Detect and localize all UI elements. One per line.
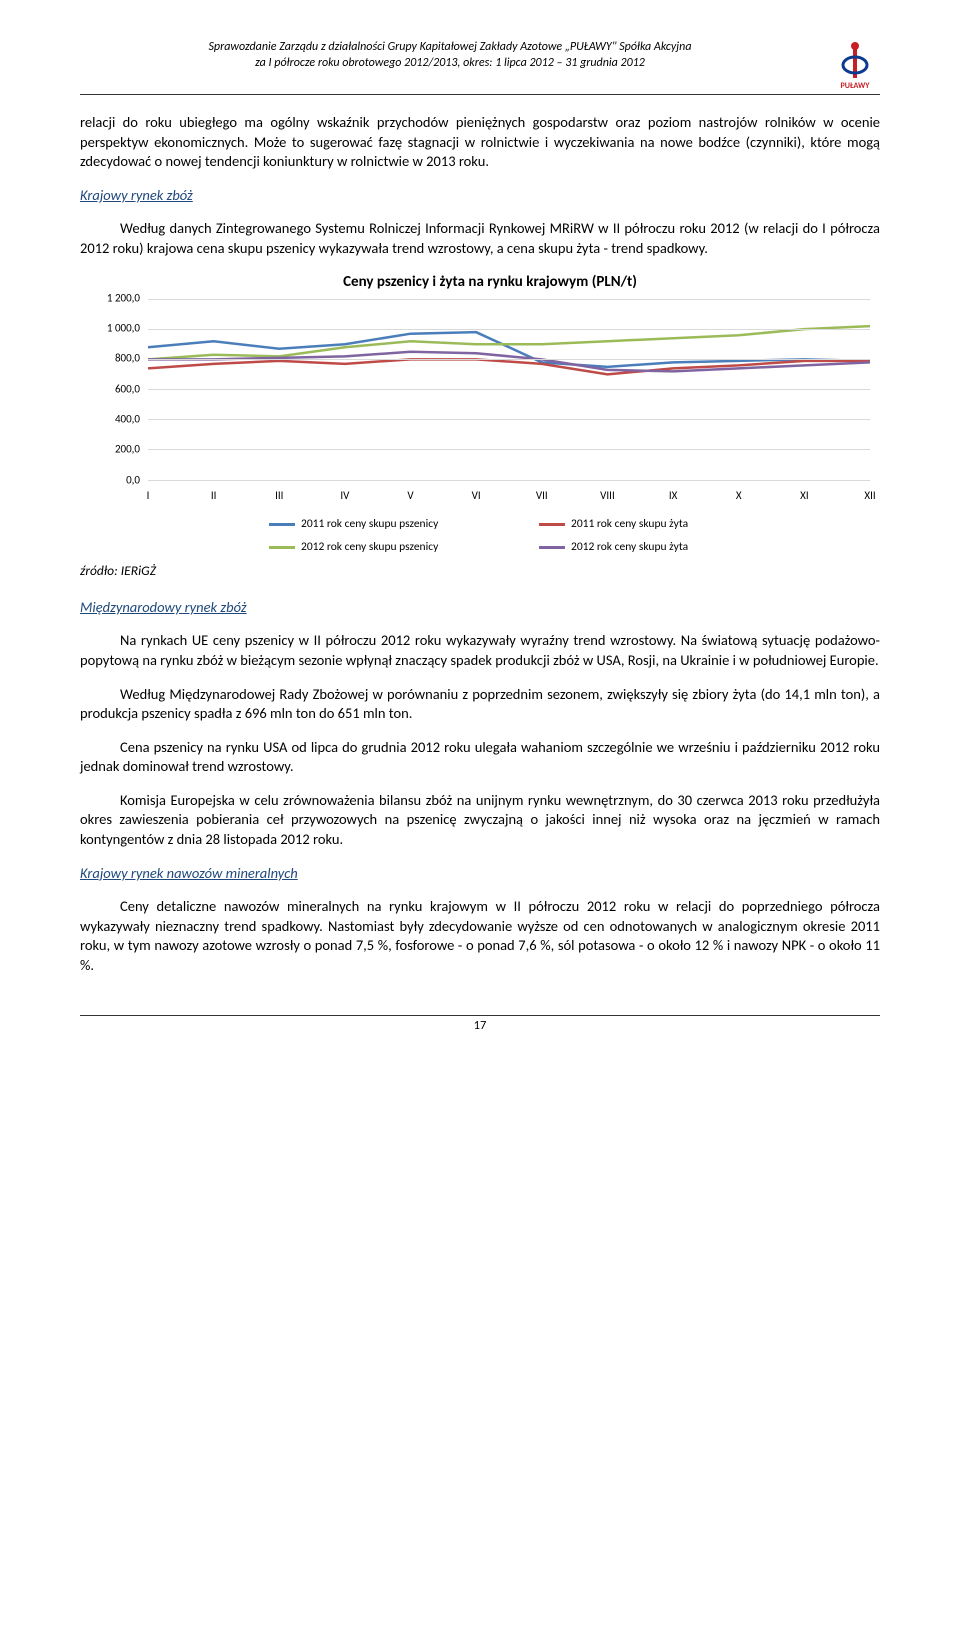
paragraph-6: Komisja Europejska w celu zrównoważenia … xyxy=(80,791,880,850)
y-tick-label: 1 200,0 xyxy=(107,291,140,306)
chart-series-line xyxy=(148,326,870,359)
paragraph-3: Na rynkach UE ceny pszenicy w II półrocz… xyxy=(80,631,880,670)
x-tick-label: XI xyxy=(800,489,808,504)
section-title-nawozy: Krajowy rynek nawozów mineralnych xyxy=(80,864,880,884)
y-tick-label: 400,0 xyxy=(115,413,140,428)
x-tick-label: IX xyxy=(669,489,677,504)
gridline xyxy=(148,389,870,390)
paragraph-1: relacji do roku ubiegłego ma ogólny wska… xyxy=(80,113,880,172)
legend-label: 2011 rok ceny skupu pszenicy xyxy=(301,517,438,533)
x-axis-labels: IIIIIIIVVVIVIIVIIIIXXXIXII xyxy=(148,485,870,509)
logo-text: PUŁAWY xyxy=(841,81,871,90)
y-axis-labels: 0,0200,0400,0600,0800,01 000,01 200,0 xyxy=(100,299,144,481)
header-line-1: Sprawozdanie Zarządu z działalności Grup… xyxy=(80,40,820,56)
legend-item: 2011 rok ceny skupu żyta xyxy=(539,517,759,533)
chart-legend: 2011 rok ceny skupu pszenicy 2011 rok cen… xyxy=(148,517,880,556)
section-title-krajowy-zboz: Krajowy rynek zbóż xyxy=(80,186,880,206)
legend-item: 2011 rok ceny skupu pszenicy xyxy=(269,517,489,533)
document-header: Sprawozdanie Zarządu z działalności Grup… xyxy=(80,40,880,95)
y-tick-label: 600,0 xyxy=(115,382,140,397)
company-logo: PUŁAWY xyxy=(830,40,880,90)
legend-swatch xyxy=(269,546,295,549)
legend-label: 2012 rok ceny skupu żyta xyxy=(571,540,688,556)
x-tick-label: III xyxy=(275,489,283,504)
x-tick-label: VIII xyxy=(600,489,615,504)
y-tick-label: 200,0 xyxy=(115,443,140,458)
section-title-miedzynarodowy-zboz: Międzynarodowy rynek zbóż xyxy=(80,598,880,618)
page-number: 17 xyxy=(474,1018,487,1033)
legend-swatch xyxy=(539,523,565,526)
page-footer: 17 xyxy=(80,1015,880,1033)
chart-plot xyxy=(148,299,870,481)
y-tick-label: 0,0 xyxy=(126,473,140,488)
x-tick-label: V xyxy=(407,489,413,504)
x-tick-label: VII xyxy=(536,489,548,504)
gridline xyxy=(148,480,870,481)
gridline xyxy=(148,299,870,300)
x-tick-label: VI xyxy=(472,489,481,504)
body-content: relacji do roku ubiegłego ma ogólny wska… xyxy=(80,113,880,975)
y-tick-label: 1 000,0 xyxy=(107,322,140,337)
chart-source: źródło: IERiGŻ xyxy=(80,562,880,580)
x-tick-label: I xyxy=(147,489,150,504)
x-tick-label: II xyxy=(211,489,217,504)
header-line-2: za I półrocze roku obrotowego 2012/2013,… xyxy=(80,56,820,72)
x-tick-label: XII xyxy=(864,489,875,504)
chart-title: Ceny pszenicy i żyta na rynku krajowym (… xyxy=(100,272,880,292)
gridline xyxy=(148,449,870,450)
paragraph-7: Ceny detaliczne nawozów mineralnych na r… xyxy=(80,897,880,975)
legend-item: 2012 rok ceny skupu pszenicy xyxy=(269,540,489,556)
x-tick-label: IV xyxy=(340,489,349,504)
legend-label: 2012 rok ceny skupu pszenicy xyxy=(301,540,438,556)
legend-item: 2012 rok ceny skupu żyta xyxy=(539,540,759,556)
chart-container: Ceny pszenicy i żyta na rynku krajowym (… xyxy=(100,272,880,555)
legend-label: 2011 rok ceny skupu żyta xyxy=(571,517,688,533)
gridline xyxy=(148,359,870,360)
gridline xyxy=(148,329,870,330)
paragraph-2: Według danych Zintegrowanego Systemu Rol… xyxy=(80,219,880,258)
header-text-block: Sprawozdanie Zarządu z działalności Grup… xyxy=(80,40,820,71)
y-tick-label: 800,0 xyxy=(115,352,140,367)
legend-swatch xyxy=(539,546,565,549)
x-tick-label: X xyxy=(736,489,742,504)
legend-swatch xyxy=(269,523,295,526)
gridline xyxy=(148,419,870,420)
paragraph-5: Cena pszenicy na rynku USA od lipca do g… xyxy=(80,738,880,777)
paragraph-4: Według Międzynarodowej Rady Zbożowej w p… xyxy=(80,685,880,724)
chart-plot-area: 0,0200,0400,0600,0800,01 000,01 200,0 II… xyxy=(148,299,870,509)
